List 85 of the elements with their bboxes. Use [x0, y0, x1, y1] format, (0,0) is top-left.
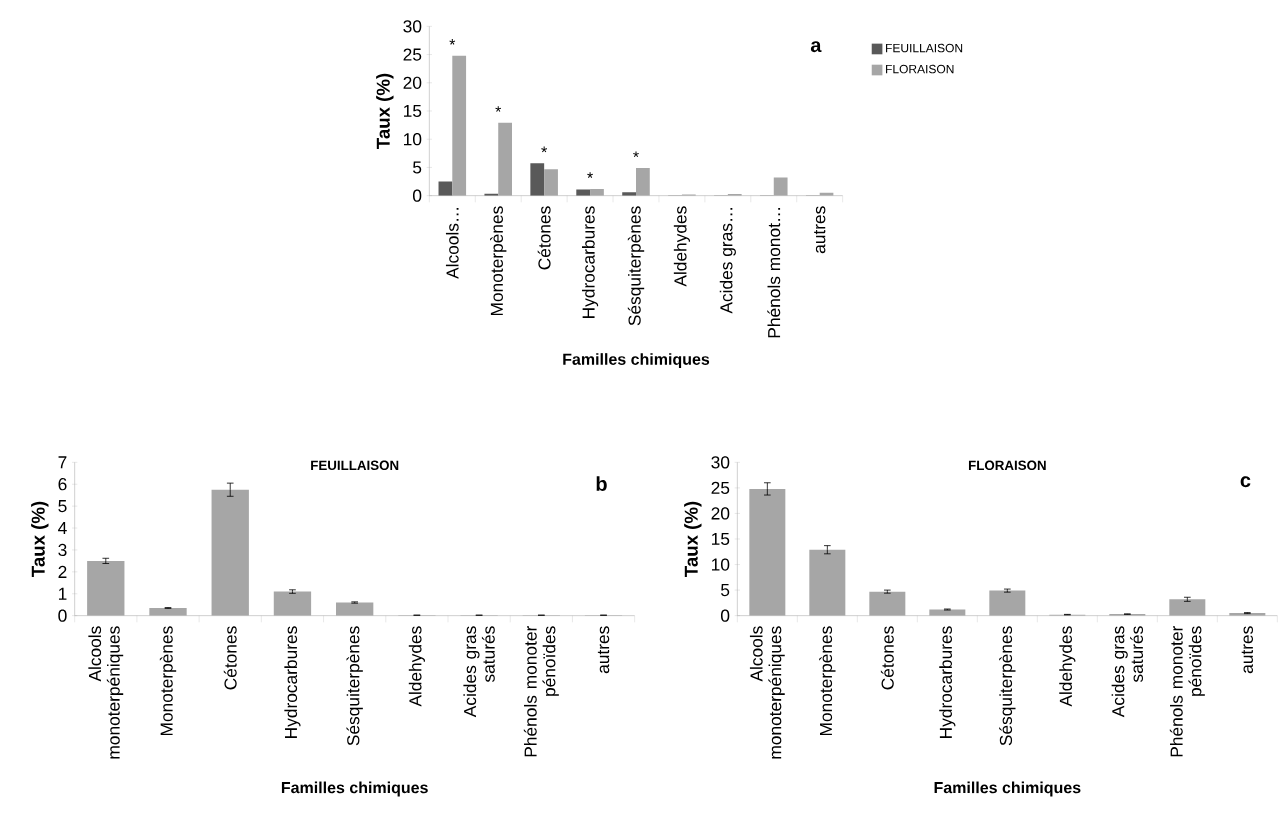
chart-title: FLORAISON	[968, 460, 1046, 470]
annotation: *	[633, 151, 639, 157]
bar	[1169, 599, 1206, 616]
bar	[498, 122, 512, 196]
y-tick-label: 30	[711, 456, 730, 469]
x-tick-label: Hydrocarbures	[284, 626, 301, 738]
x-tick-label: Cétones	[537, 206, 551, 270]
bar	[576, 189, 591, 196]
bar	[452, 55, 467, 196]
x-tick-label: Monoterpènes	[490, 206, 507, 316]
x-tick-label: Monoterpènes	[159, 626, 177, 736]
x-tick-label: Sésquiterpènes	[627, 206, 645, 326]
annotation: c	[1240, 476, 1251, 488]
y-tick-label: 10	[404, 133, 422, 146]
y-tick-label: 5	[413, 161, 422, 174]
bar	[636, 168, 650, 196]
x-tick-label: Alcools monoterpéniques	[749, 626, 785, 759]
y-tick-label: 20	[711, 507, 730, 520]
x-tick-label: Alcools…	[445, 208, 459, 279]
y-tick-label: 15	[712, 532, 730, 546]
y-tick-label: 5	[721, 584, 730, 597]
bar	[530, 163, 545, 196]
x-tick-label: Monoterpènes	[819, 626, 836, 736]
x-tick-label: autres	[814, 206, 826, 254]
bar	[87, 560, 125, 616]
x-tick-label: Phénols monot…	[767, 208, 781, 338]
x-tick-label: Acides gras saturés	[1111, 626, 1144, 718]
annotation: *	[495, 106, 502, 112]
y-axis-title: Taux (%)	[376, 73, 394, 149]
x-axis-title: Familles chimiques	[281, 781, 428, 797]
x-tick-label: Sésquiterpènes	[999, 626, 1016, 746]
x-tick-label: Cétones	[223, 626, 237, 690]
y-tick-label: 3	[58, 543, 67, 557]
x-tick-label: Cétones	[880, 626, 894, 690]
chart-title: FEUILLAISON	[311, 460, 399, 471]
legend-label: FEUILLAISON	[886, 43, 963, 53]
y-tick-label: 10	[712, 558, 730, 571]
y-tick-label: 2	[58, 565, 67, 578]
y-tick-label: 20	[403, 76, 422, 89]
y-tick-label: 4	[58, 522, 67, 534]
y-tick-label: 1	[58, 587, 67, 600]
annotation: *	[587, 172, 593, 178]
x-axis-title: Familles chimiques	[563, 353, 710, 369]
annotation: *	[449, 39, 456, 45]
annotation: *	[541, 146, 548, 153]
x-tick-label: Phénols monoter pénoïdes	[523, 626, 559, 757]
bar	[809, 549, 846, 616]
y-tick-label: 15	[404, 104, 422, 118]
bar	[590, 188, 604, 196]
y-tick-label: 25	[711, 481, 730, 495]
x-tick-label: Acides gras…	[719, 208, 736, 314]
bar	[336, 602, 374, 616]
x-tick-label: Alcools monoterpéniques	[88, 626, 124, 759]
x-tick-label: autres	[597, 626, 610, 674]
y-axis-title: Taux (%)	[31, 501, 49, 577]
x-tick-label: autres	[1241, 626, 1254, 674]
x-tick-label: Sésquiterpènes	[346, 626, 363, 746]
y-tick-label: 0	[720, 609, 730, 622]
bar	[149, 607, 187, 616]
x-axis-title: Familles chimiques	[934, 781, 1081, 797]
x-tick-label: Aldehydes	[1059, 626, 1076, 707]
y-tick-label: 6	[58, 478, 67, 491]
y-tick-label: 25	[403, 48, 422, 61]
x-tick-label: Hydrocarbures	[939, 626, 956, 738]
bar	[989, 590, 1026, 616]
x-tick-label: Acides gras saturés	[463, 626, 495, 718]
y-tick-label: 7	[58, 456, 67, 469]
bar	[273, 591, 312, 616]
x-tick-label: Phénols monoter pénoïdes	[1169, 626, 1205, 757]
annotation: b	[596, 476, 607, 491]
y-tick-label: 5	[58, 500, 67, 513]
annotation: a	[810, 41, 822, 53]
y-tick-label: 0	[58, 609, 67, 622]
bar	[211, 489, 249, 616]
x-tick-label: Aldehydes	[673, 206, 690, 287]
x-tick-label: Aldehydes	[408, 626, 425, 707]
bar	[749, 488, 786, 616]
bar	[544, 169, 558, 196]
legend-label: FLORAISON	[886, 64, 954, 74]
x-tick-label: Hydrocarbures	[581, 206, 599, 318]
y-tick-label: 30	[403, 20, 422, 33]
y-axis-title: Taux (%)	[684, 501, 702, 577]
bar	[773, 177, 788, 196]
y-tick-label: 0	[412, 189, 422, 202]
bar	[869, 591, 906, 616]
